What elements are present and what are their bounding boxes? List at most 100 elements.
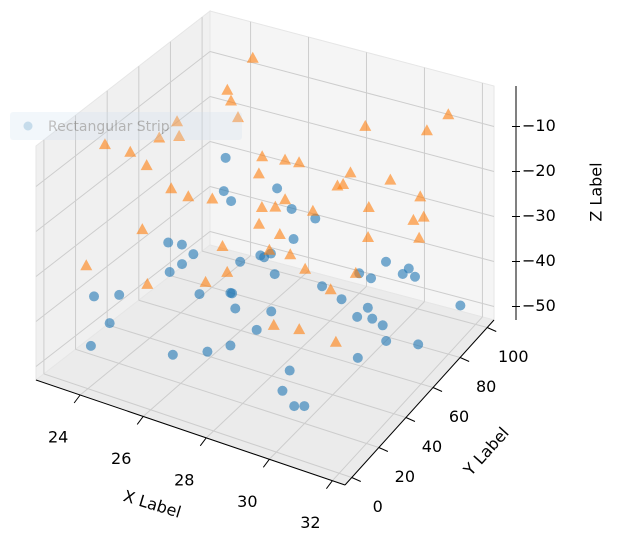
point	[202, 346, 213, 357]
point	[279, 193, 292, 205]
point	[98, 138, 111, 150]
point	[417, 210, 430, 222]
point	[182, 190, 195, 202]
y-tick	[487, 327, 497, 332]
point	[225, 340, 236, 351]
grid-line	[209, 141, 495, 217]
point	[420, 124, 433, 136]
point	[414, 190, 427, 202]
point	[171, 115, 184, 127]
x-tick	[136, 416, 144, 425]
point	[252, 167, 265, 179]
grid-line	[138, 299, 434, 388]
point	[256, 150, 269, 162]
point	[288, 234, 299, 245]
point	[114, 289, 125, 300]
grid-line	[43, 373, 352, 478]
point	[284, 248, 297, 260]
grid-line	[107, 324, 407, 418]
axis-line	[35, 379, 346, 486]
point	[331, 179, 344, 191]
point	[336, 294, 347, 305]
point	[442, 108, 455, 120]
point	[141, 277, 154, 289]
point	[89, 291, 100, 302]
panes	[34, 9, 495, 486]
x-axis-label: X Label	[121, 486, 183, 521]
point	[367, 313, 378, 324]
x-tick-label: 32	[300, 513, 320, 532]
point	[85, 340, 96, 351]
point	[362, 201, 375, 213]
y-tick-label: 80	[476, 377, 496, 396]
grid-line	[35, 186, 211, 322]
y-axis-label: Y Label	[459, 423, 513, 480]
point	[362, 302, 373, 313]
y-tick	[351, 477, 361, 482]
point	[306, 204, 319, 216]
x-tick	[325, 480, 333, 490]
y-tick	[405, 417, 416, 422]
y-tick-label: 40	[422, 437, 442, 456]
grid-line	[35, 141, 211, 277]
z-tick-label: −50	[522, 296, 556, 315]
y-tick	[378, 447, 389, 452]
point	[284, 365, 295, 376]
point	[255, 201, 268, 212]
point	[220, 152, 231, 163]
grid-line	[209, 231, 495, 307]
point	[224, 94, 237, 106]
point	[218, 186, 229, 197]
point	[153, 131, 166, 143]
point	[299, 262, 312, 274]
point	[324, 283, 337, 295]
point	[176, 239, 187, 250]
point	[273, 228, 286, 240]
point	[272, 183, 283, 194]
point	[194, 289, 205, 300]
point	[289, 401, 300, 412]
point	[164, 266, 175, 277]
point	[352, 352, 363, 363]
point	[352, 311, 363, 322]
point	[344, 166, 357, 178]
point	[140, 159, 153, 171]
point	[310, 213, 321, 224]
z-tick-label: −10	[522, 116, 556, 135]
x-tick-label: 24	[48, 428, 68, 447]
point	[380, 256, 391, 267]
point	[177, 259, 188, 270]
legend-label: Rectangular Strip	[48, 119, 170, 135]
point	[413, 339, 424, 350]
point	[381, 336, 392, 347]
point	[263, 243, 276, 255]
legend-box	[10, 112, 242, 140]
legend: Rectangular Strip	[10, 112, 242, 140]
point	[163, 237, 174, 248]
x-tick	[262, 458, 270, 468]
y-tick	[459, 357, 470, 362]
point	[413, 231, 426, 243]
grid-line	[35, 51, 211, 187]
z-tick-label: −40	[522, 251, 556, 270]
point	[221, 265, 234, 277]
z-tick-label: −30	[522, 206, 556, 225]
point	[221, 83, 234, 95]
point	[235, 256, 246, 267]
point	[455, 300, 466, 311]
x-tick-label: 26	[111, 449, 131, 468]
grid-line	[205, 285, 367, 439]
y-tick-label: 60	[449, 407, 469, 426]
point	[216, 240, 229, 252]
point	[232, 111, 245, 123]
grid-line	[209, 96, 495, 172]
axis-line	[344, 319, 495, 486]
grid-line	[35, 231, 211, 367]
point	[227, 288, 238, 299]
x-tick-label: 28	[174, 470, 194, 489]
point	[251, 324, 262, 335]
point	[269, 200, 282, 212]
z-tick-label: −20	[522, 161, 556, 180]
point	[104, 318, 115, 329]
